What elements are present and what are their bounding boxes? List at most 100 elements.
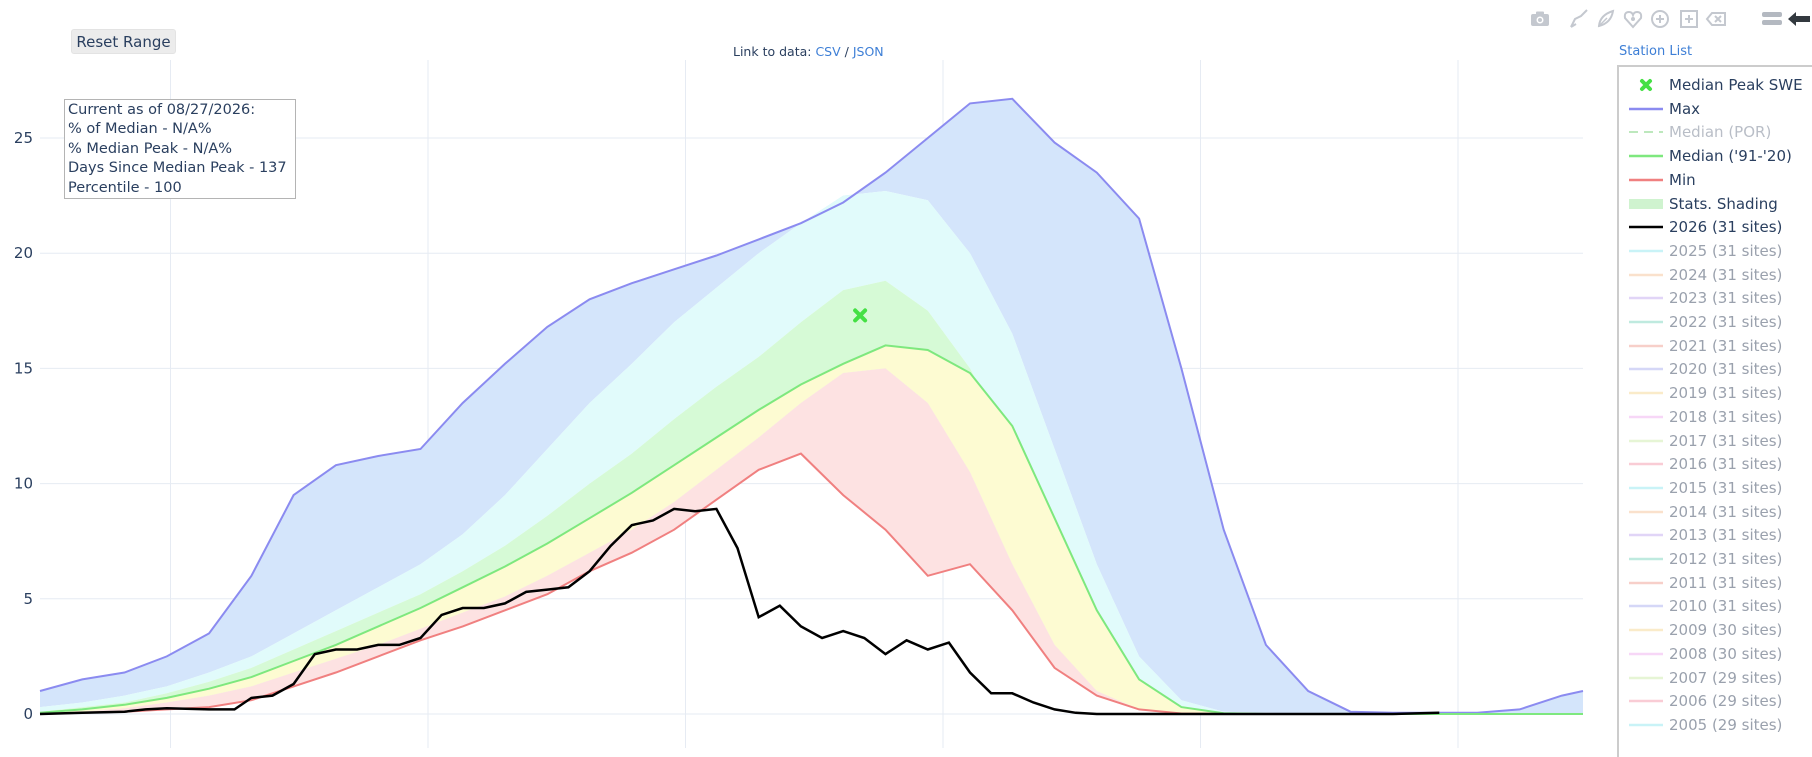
- draw-open-path-icon[interactable]: [1567, 7, 1591, 31]
- legend-item[interactable]: 2025 (31 sites): [1619, 240, 1812, 262]
- station-list-link[interactable]: Station List: [1619, 44, 1693, 59]
- legend-item[interactable]: 2015 (31 sites): [1619, 477, 1812, 499]
- draw-circle-plus-icon[interactable]: [1648, 7, 1672, 31]
- legend-swatch-icon: [1627, 264, 1665, 286]
- band-p30-min: [40, 368, 1583, 714]
- modebar: [1528, 7, 1810, 31]
- legend-label: 2013 (31 sites): [1669, 526, 1783, 545]
- legend-swatch-icon: [1627, 145, 1665, 167]
- annotation-line-1: Current as of 08/27/2026:: [68, 102, 256, 118]
- legend-label: 2008 (30 sites): [1669, 644, 1783, 663]
- data-link: Link to data: CSV / JSON: [733, 44, 884, 59]
- legend-item[interactable]: Median ('91-'20): [1619, 145, 1812, 167]
- y-axis-ticks: 0 5 10 15 20 25: [14, 129, 33, 723]
- legend-swatch-icon: [1627, 453, 1665, 475]
- legend-item[interactable]: 2016 (31 sites): [1619, 453, 1812, 475]
- legend-item[interactable]: 2012 (31 sites): [1619, 548, 1812, 570]
- status-annotation: Current as of 08/27/2026: % of Median - …: [64, 99, 296, 199]
- legend-label: 2021 (31 sites): [1669, 336, 1783, 355]
- legend-swatch-icon: [1627, 287, 1665, 309]
- json-link[interactable]: JSON: [852, 44, 884, 59]
- legend-label: 2019 (31 sites): [1669, 384, 1783, 403]
- legend-swatch-icon: [1627, 358, 1665, 380]
- legend-item[interactable]: 2006 (29 sites): [1619, 690, 1812, 712]
- legend-item[interactable]: 2007 (29 sites): [1619, 667, 1812, 689]
- reset-range-button[interactable]: Reset Range: [71, 29, 176, 54]
- toggle-menu-icon[interactable]: [1760, 7, 1784, 31]
- chart-legend: Median Peak SWE Max Median (POR) Median ('9…: [1617, 65, 1812, 757]
- legend-item[interactable]: 2019 (31 sites): [1619, 382, 1812, 404]
- legend-item[interactable]: 2020 (31 sites): [1619, 358, 1812, 380]
- legend-item[interactable]: 2013 (31 sites): [1619, 524, 1812, 546]
- legend-swatch-icon: [1627, 169, 1665, 191]
- legend-label: 2011 (31 sites): [1669, 573, 1783, 592]
- legend-swatch-icon: [1627, 98, 1665, 120]
- legend-item[interactable]: 2022 (31 sites): [1619, 311, 1812, 333]
- legend-item[interactable]: Min: [1619, 169, 1812, 191]
- csv-link[interactable]: CSV: [815, 44, 841, 59]
- swe-chart[interactable]: 0 5 10 15 20 25: [0, 0, 1612, 748]
- eraser-icon[interactable]: [1704, 7, 1728, 31]
- collapse-arrow-icon[interactable]: [1786, 7, 1810, 31]
- series-2026-line: [39, 507, 1440, 716]
- legend-swatch-icon: [1627, 406, 1665, 428]
- legend-label: 2024 (31 sites): [1669, 265, 1783, 284]
- band-median-p30: [40, 345, 1583, 714]
- legend-swatch-icon: [1627, 193, 1665, 215]
- legend-item[interactable]: 2005 (29 sites): [1619, 714, 1812, 736]
- legend-item[interactable]: 2018 (31 sites): [1619, 406, 1812, 428]
- legend-swatch-icon: [1627, 690, 1665, 712]
- legend-label: Median ('91-'20): [1669, 147, 1792, 166]
- legend-label: 2014 (31 sites): [1669, 502, 1783, 521]
- draw-rectangle-icon[interactable]: [1677, 7, 1701, 31]
- median-peak-swe-marker: [853, 308, 868, 323]
- y-tick-label: 10: [14, 475, 33, 493]
- legend-label: 2022 (31 sites): [1669, 313, 1783, 331]
- y-tick-label: 5: [23, 590, 33, 608]
- camera-icon[interactable]: [1528, 7, 1552, 31]
- legend-label: 2018 (31 sites): [1669, 407, 1783, 426]
- legend-label: Stats. Shading: [1669, 194, 1778, 213]
- legend-label: Min: [1669, 170, 1696, 189]
- legend-swatch-icon: [1627, 714, 1665, 736]
- y-tick-label: 20: [14, 244, 33, 262]
- legend-label: 2012 (31 sites): [1669, 550, 1783, 568]
- legend-item[interactable]: Median (POR): [1619, 121, 1812, 143]
- legend-swatch-icon: [1627, 501, 1665, 523]
- legend-label: 2009 (30 sites): [1669, 621, 1783, 640]
- legend-swatch-icon: [1627, 216, 1665, 238]
- legend-label: 2007 (29 sites): [1669, 668, 1783, 687]
- legend-swatch-icon: [1627, 74, 1665, 96]
- legend-item[interactable]: Max: [1619, 98, 1812, 120]
- band-max-p90: [40, 98, 1583, 715]
- legend-item[interactable]: 2021 (31 sites): [1619, 335, 1812, 357]
- legend-label: 2015 (31 sites): [1669, 478, 1783, 497]
- legend-item[interactable]: 2023 (31 sites): [1619, 287, 1812, 309]
- legend-item[interactable]: 2008 (30 sites): [1619, 643, 1812, 665]
- legend-swatch-icon: [1627, 121, 1665, 143]
- legend-swatch-icon: [1627, 548, 1665, 570]
- link-separator: /: [840, 44, 853, 59]
- legend-item[interactable]: Median Peak SWE: [1619, 74, 1812, 96]
- legend-item[interactable]: 2014 (31 sites): [1619, 501, 1812, 523]
- annotation-line-4: Days Since Median Peak - 137: [68, 160, 287, 177]
- legend-swatch-icon: [1627, 240, 1665, 262]
- legend-swatch-icon: [1627, 595, 1665, 617]
- legend-item[interactable]: 2024 (31 sites): [1619, 264, 1812, 286]
- legend-item[interactable]: 2026 (31 sites): [1619, 216, 1812, 238]
- legend-swatch-icon: [1627, 382, 1665, 404]
- draw-closed-path-icon[interactable]: [1594, 7, 1618, 31]
- legend-item[interactable]: 2017 (31 sites): [1619, 430, 1812, 452]
- legend-item[interactable]: 2009 (30 sites): [1619, 619, 1812, 641]
- max-line: [39, 97, 1584, 714]
- draw-circle-icon[interactable]: [1621, 7, 1645, 31]
- legend-label: 2020 (31 sites): [1669, 360, 1783, 379]
- legend-label: 2023 (31 sites): [1669, 289, 1783, 308]
- legend-swatch-icon: [1627, 430, 1665, 452]
- chart-lines: [39, 97, 1584, 716]
- marker-x-shape: [853, 308, 868, 323]
- legend-item[interactable]: 2010 (31 sites): [1619, 595, 1812, 617]
- legend-item[interactable]: Stats. Shading: [1619, 193, 1812, 215]
- legend-item[interactable]: 2011 (31 sites): [1619, 572, 1812, 594]
- y-tick-label: 15: [14, 359, 33, 377]
